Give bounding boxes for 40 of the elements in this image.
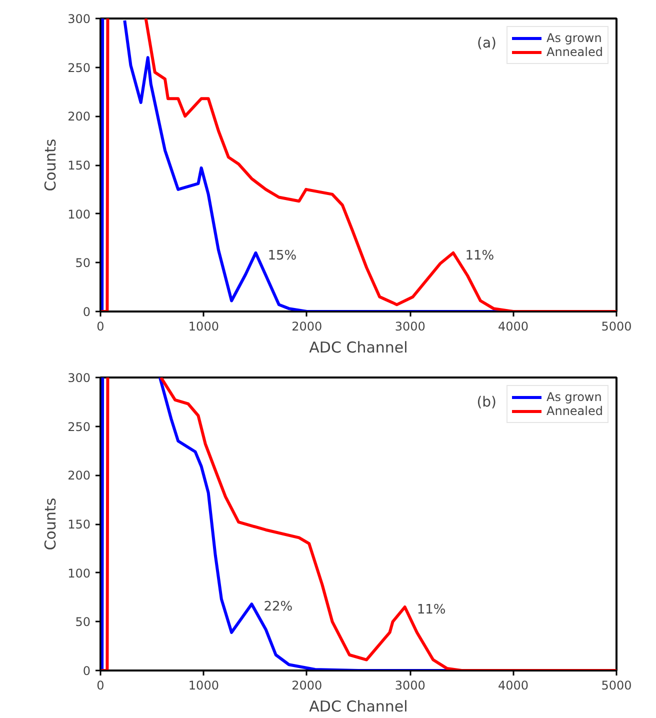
annotation: 15%	[268, 248, 297, 264]
y-tick-label: 0	[82, 305, 91, 319]
annotation: 11%	[465, 248, 494, 264]
x-tick-label: 0	[96, 678, 104, 692]
x-tick-label: 5000	[601, 320, 632, 334]
y-axis-title: Counts	[42, 498, 60, 550]
x-axis-title: ADC Channel	[309, 698, 408, 716]
x-tick-label: 4000	[498, 320, 529, 334]
x-tick-label: 4000	[498, 678, 529, 692]
y-tick-label: 200	[68, 110, 90, 124]
annotation: 22%	[264, 600, 293, 615]
x-tick-label: 3000	[394, 320, 426, 334]
annotation: 11%	[416, 602, 446, 618]
y-tick-label: 250	[68, 420, 90, 434]
y-tick-label: 300	[68, 371, 90, 385]
legend-label: As grown	[546, 31, 602, 45]
annotation: (a)	[476, 36, 497, 52]
legend-label: Annealed	[546, 404, 603, 418]
y-tick-label: 150	[68, 518, 90, 532]
y-tick-label: 0	[82, 664, 91, 678]
x-tick-label: 1000	[188, 320, 219, 334]
x-tick-label: 1000	[188, 678, 219, 692]
legend-label: Annealed	[546, 45, 603, 59]
y-tick-label: 150	[68, 158, 90, 172]
y-tick-label: 50	[75, 256, 91, 270]
y-tick-label: 100	[68, 207, 90, 222]
x-tick-label: 3000	[394, 678, 426, 692]
x-tick-label: 5000	[601, 678, 632, 692]
y-tick-label: 100	[68, 566, 90, 580]
annotation: (b)	[476, 394, 496, 410]
y-axis-title: Counts	[42, 138, 60, 192]
x-tick-label: 0	[96, 320, 104, 334]
y-tick-label: 300	[68, 12, 90, 26]
legend-label: As grown	[546, 390, 602, 404]
x-tick-label: 2000	[292, 320, 322, 334]
y-tick-label: 50	[75, 615, 91, 630]
x-axis-title: ADC Channel	[309, 338, 408, 356]
y-tick-label: 200	[68, 468, 90, 483]
y-tick-label: 250	[68, 60, 90, 75]
x-tick-label: 2000	[292, 678, 322, 692]
